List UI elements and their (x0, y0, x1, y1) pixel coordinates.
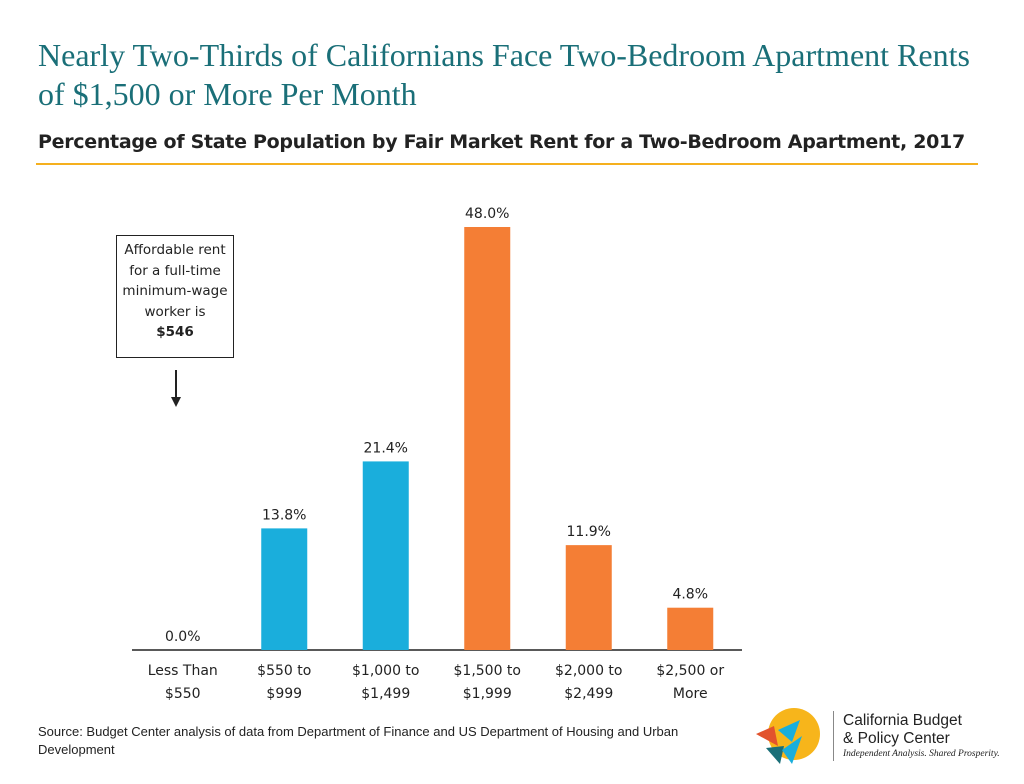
x-tick-label-2-0: $1,000 to (352, 663, 420, 679)
logo-divider (833, 711, 834, 761)
x-tick-label-3-1: $1,999 (463, 686, 512, 702)
x-tick-label-4-0: $2,000 to (555, 663, 623, 679)
x-tick-label-2-1: $1,499 (361, 686, 410, 702)
cbpc-logo-icon (756, 708, 820, 764)
callout-line-2: for a full-time (129, 262, 221, 279)
affordable-rent-callout: Affordable rent for a full-time minimum-… (116, 235, 234, 358)
bar-3 (464, 227, 511, 650)
bar-2 (362, 461, 409, 650)
down-arrow-icon (171, 370, 181, 407)
x-tick-label-3-0: $1,500 to (454, 663, 522, 679)
x-tick-label-0-1: $550 (165, 686, 201, 702)
x-tick-label-5-0: $2,500 or (656, 663, 724, 679)
bar-chart: 0.0% Less Than $550 13.8% $550 to $999 21.4% $1… (132, 206, 742, 702)
x-tick-label-4-1: $2,499 (564, 686, 613, 702)
org-name-line-1: California Budget (843, 712, 962, 729)
data-label-1: 13.8% (262, 507, 306, 523)
x-tick-label-0-0: Less Than (148, 663, 218, 679)
data-label-0: 0.0% (165, 629, 201, 645)
callout-amount: $546 (156, 324, 194, 340)
callout-line-1: Affordable rent (124, 242, 226, 258)
title-divider (36, 163, 978, 165)
org-tagline: Independent Analysis. Shared Prosperity. (843, 749, 1000, 759)
data-label-4: 11.9% (567, 524, 611, 540)
bar-5 (667, 607, 714, 650)
x-tick-label-1-1: $999 (266, 686, 302, 702)
org-name: California Budget & Policy Center (843, 712, 1013, 748)
x-tick-label-5-1: More (673, 686, 708, 702)
callout-line-4: worker is (144, 303, 206, 320)
bar-group: 0.0% Less Than $550 13.8% $550 to $999 21.4% $1… (148, 206, 725, 702)
chart-title: Nearly Two-Thirds of Californians Face T… (38, 37, 970, 112)
bar-1 (261, 528, 308, 650)
bar-4 (565, 545, 612, 650)
data-label-5: 4.8% (672, 587, 708, 603)
x-tick-label-1-0: $550 to (257, 663, 311, 679)
org-name-line-2: & Policy Center (843, 730, 950, 747)
data-label-3: 48.0% (465, 206, 509, 222)
callout-line-3: minimum-wage (122, 283, 228, 299)
data-label-2: 21.4% (364, 440, 408, 456)
chart-subtitle: Percentage of State Population by Fair M… (38, 131, 965, 153)
source-note: Source: Budget Center analysis of data f… (38, 724, 679, 757)
